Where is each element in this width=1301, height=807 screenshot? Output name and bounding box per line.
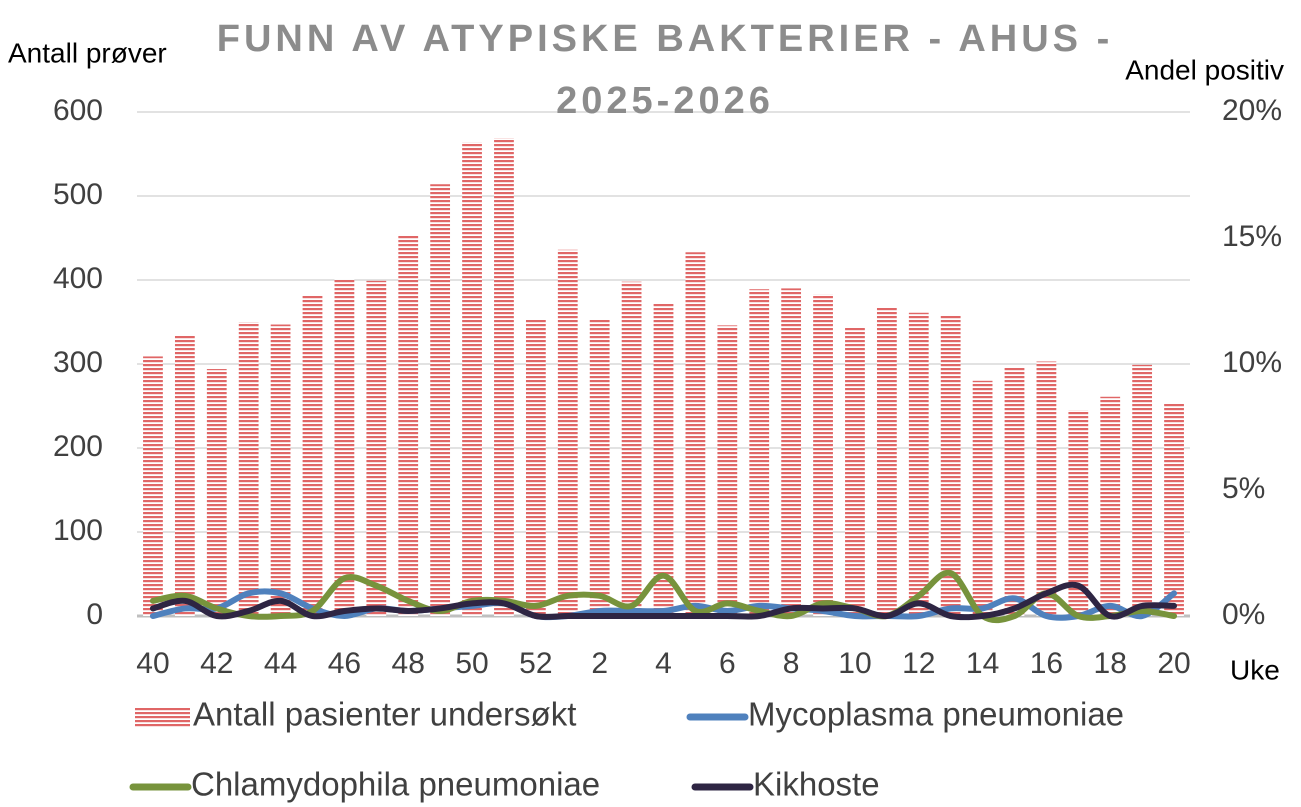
bar [876,307,897,616]
bar [334,279,355,616]
x-tick-label: 2 [591,647,608,680]
y-tick-label: 0 [86,598,103,631]
x-tick-label: 8 [783,647,800,680]
bar [813,294,833,616]
bar [845,327,865,616]
y-tick-label: 100 [53,514,103,547]
bar [653,303,674,616]
bar [1164,403,1184,616]
legend-label: Kikhoste [753,766,880,803]
y-axis-label: Antall prøver [8,37,167,68]
x-tick-label: 42 [200,647,233,680]
y-tick-label: 400 [53,262,103,295]
bar [749,289,770,616]
x-tick-label: 20 [1157,647,1190,680]
y2-tick-label: 0% [1222,598,1265,631]
legend-label: Antall pasienter undersøkt [193,696,576,733]
legend-label: Mycoplasma pneumoniae [748,696,1124,733]
bar [398,234,419,616]
bar [940,315,961,616]
bar [366,280,387,616]
y2-tick-label: 5% [1222,472,1265,505]
y-tick-label: 500 [53,178,103,211]
bar [908,312,929,616]
x-tick-label: 4 [655,647,672,680]
x-tick-label: 48 [392,647,425,680]
bar [717,325,738,616]
x-tick-label: 12 [902,647,935,680]
bar [206,369,227,616]
x-tick-label: 10 [838,647,871,680]
bar [1132,364,1153,616]
bar [557,249,578,616]
x-axis-label: Uke [1230,654,1280,685]
bar [525,319,546,616]
bar [685,252,706,616]
bar [1036,361,1057,616]
bar [174,335,195,616]
x-tick-label: 14 [966,647,999,680]
bar [1100,396,1121,616]
bar [1068,410,1089,616]
bar [302,295,323,616]
bar [270,324,291,616]
bar [462,142,482,617]
line [149,569,1178,624]
x-tick-label: 18 [1094,647,1127,680]
bar [589,319,610,616]
bar [430,184,451,617]
bar [238,322,259,616]
bar [972,380,993,616]
x-tick-label: 44 [264,647,297,680]
legend-label: Chlamydophila pneumoniae [191,766,600,803]
bar [1004,367,1025,616]
x-tick-label: 16 [1030,647,1063,680]
bar [621,281,642,616]
line [149,581,1178,621]
bar [143,356,163,616]
x-tick-label: 46 [328,647,361,680]
y2-axis-label: Andel positiv [1125,54,1284,85]
y-tick-label: 200 [53,430,103,463]
bar [494,138,514,617]
legend-swatch [135,707,190,727]
y-tick-label: 300 [53,346,103,379]
chart-title: FUNN AV ATYPISKE BAKTERIER - AHUS - 2025… [216,18,1114,122]
y2-tick-label: 10% [1222,346,1282,379]
y2-tick-label: 20% [1222,94,1282,127]
y-tick-label: 600 [53,94,103,127]
x-tick-label: 6 [719,647,736,680]
x-tick-label: 52 [519,647,552,680]
y2-tick-label: 15% [1222,220,1282,253]
x-tick-label: 40 [136,647,169,680]
x-tick-label: 50 [455,647,488,680]
line [149,588,1178,621]
bar [781,288,802,616]
